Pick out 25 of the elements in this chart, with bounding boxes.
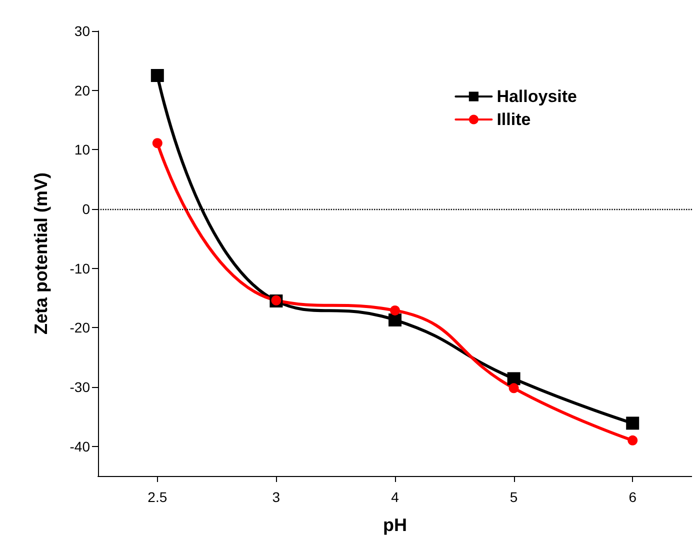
y-tick-label: 10 [74,142,90,158]
point [150,69,164,82]
x-tick-label: 4 [391,489,400,505]
point [628,435,638,446]
point [507,372,520,386]
y-tick-label: -40 [70,438,90,454]
point [388,313,402,326]
y-tick-label: 30 [74,23,90,39]
legend-label: Halloysite [496,87,577,106]
y-tick-label: -10 [70,260,90,276]
y-tick-label: -30 [70,379,90,395]
point [152,138,162,148]
point [626,416,640,430]
x-tick-label: 5 [510,489,518,505]
y-tick-label: 20 [74,82,90,98]
x-tick-label: 3 [272,489,280,505]
point [390,305,400,316]
x-tick-label: 6 [628,489,637,505]
y-tick-label: 0 [82,201,90,217]
x-axis-title: pH [383,515,407,535]
point [508,383,519,394]
y-axis-title: Zeta potential (mV) [31,172,51,335]
y-tick-label: -20 [70,320,90,336]
x-tick-label: 2.5 [148,489,168,505]
legend-label: Illite [496,110,531,129]
